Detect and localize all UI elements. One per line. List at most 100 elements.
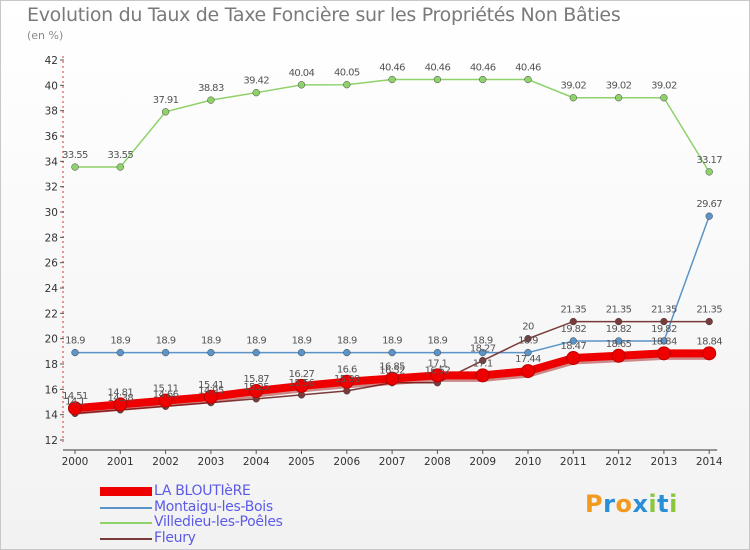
data-label: 21.35	[560, 305, 586, 316]
data-point	[702, 346, 717, 361]
data-point	[116, 163, 124, 171]
data-point	[566, 351, 581, 366]
y-tick-label: 16	[45, 384, 59, 396]
x-tick-label: 2011	[560, 456, 587, 468]
data-point	[203, 389, 218, 404]
data-label: 18.9	[473, 336, 493, 347]
data-point	[479, 75, 487, 84]
data-label: 17.1	[473, 358, 493, 369]
data-point	[161, 348, 170, 357]
data-label: 15.56	[289, 378, 315, 389]
logo-letter: i	[648, 490, 658, 518]
chart-title: Evolution du Taux de Taxe Foncière sur l…	[27, 4, 621, 26]
data-point	[339, 374, 354, 389]
axes: 12 14 16 18 20 22 24 26 28 30 32 34 36 38 40 42 2000 2001…	[45, 55, 723, 468]
data-point	[660, 337, 668, 345]
data-label: 38.83	[198, 83, 224, 94]
data-label: 17.1	[427, 358, 447, 369]
x-tick-label: 2014	[696, 456, 723, 468]
legend-swatch	[100, 537, 152, 540]
data-point	[524, 348, 532, 357]
data-label: 15.87	[243, 374, 269, 385]
y-tick-label: 18	[45, 359, 58, 371]
data-point	[207, 96, 215, 104]
y-tick-label: 34	[45, 156, 59, 168]
y-tick-label: 30	[45, 207, 58, 219]
x-tick-label: 2002	[152, 456, 179, 468]
data-label: 39.02	[606, 81, 632, 92]
data-point	[294, 378, 309, 393]
x-tick-label: 2013	[651, 456, 678, 468]
data-point	[343, 81, 351, 89]
data-point	[660, 94, 668, 102]
x-tick-label: 2005	[288, 456, 315, 468]
y-tick-label: 40	[45, 80, 58, 92]
data-label: 21.35	[651, 305, 677, 316]
data-label: 14.95	[198, 386, 224, 397]
unit-label: (en %)	[27, 29, 64, 42]
data-point	[569, 94, 577, 102]
data-label: 40.46	[470, 63, 496, 74]
data-label: 18.9	[427, 336, 447, 347]
logo-letter: o	[615, 490, 633, 518]
x-tick-label: 2003	[198, 456, 225, 468]
data-point	[656, 346, 671, 361]
data-label: 39.42	[243, 76, 269, 87]
data-label: 18.27	[470, 344, 496, 355]
series-line	[75, 78, 710, 173]
data-label: 21.35	[696, 305, 722, 316]
data-point	[705, 168, 713, 176]
data-point	[479, 356, 487, 365]
data-label: 18.9	[201, 336, 221, 347]
data-label: 29.67	[696, 199, 722, 210]
x-tick-label: 2010	[515, 456, 542, 468]
data-point	[388, 75, 396, 84]
legend-label: Montaigu-les-Bois	[154, 498, 273, 515]
y-tick-label: 12	[45, 435, 58, 447]
data-label: 16.52	[425, 366, 451, 377]
data-label: 14.81	[107, 387, 133, 398]
data-point	[705, 317, 713, 326]
data-label: 14.38	[107, 393, 133, 404]
data-point	[705, 212, 713, 220]
y-tick-label: 38	[45, 106, 58, 118]
data-point	[524, 335, 532, 343]
data-label: 39.02	[560, 81, 586, 92]
data-point	[430, 368, 445, 383]
y-tick-label: 32	[45, 182, 58, 194]
y-tick-label: 28	[45, 232, 58, 244]
data-label: 18.9	[65, 336, 85, 347]
x-tick-label: 2012	[605, 456, 632, 468]
data-label: 14.51	[62, 391, 88, 402]
data-point	[252, 89, 260, 97]
data-label: 40.46	[515, 63, 541, 74]
data-label: 20	[522, 322, 534, 333]
series-0	[68, 346, 717, 416]
data-labels: 33.55 33.55 37.91 38.83 39.42 40.04 40.05 40.46…	[62, 63, 723, 408]
logo-letter: r	[603, 490, 616, 518]
x-tick-label: 2008	[424, 456, 451, 468]
series-layer	[68, 75, 717, 418]
legend-label: Fleury	[154, 529, 196, 546]
data-label: 18.9	[337, 336, 357, 347]
y-tick-label: 20	[45, 334, 58, 346]
data-point	[71, 348, 79, 357]
data-point	[113, 397, 128, 412]
data-label: 33.55	[107, 150, 133, 161]
series-2	[71, 75, 713, 176]
data-label: 19.82	[606, 324, 632, 335]
data-point	[433, 75, 442, 84]
data-label: 33.55	[62, 150, 88, 161]
x-tick-label: 2007	[379, 456, 406, 468]
data-label: 40.46	[379, 63, 405, 74]
data-label: 33.17	[696, 155, 722, 166]
data-label: 19.82	[651, 324, 677, 335]
data-label: 16.52	[379, 366, 405, 377]
data-label: 18.9	[292, 336, 312, 347]
data-point	[343, 348, 351, 357]
data-label: 37.91	[153, 95, 179, 106]
data-label: 21.35	[606, 305, 632, 316]
data-label: 14.66	[153, 389, 179, 400]
data-point	[524, 75, 532, 84]
